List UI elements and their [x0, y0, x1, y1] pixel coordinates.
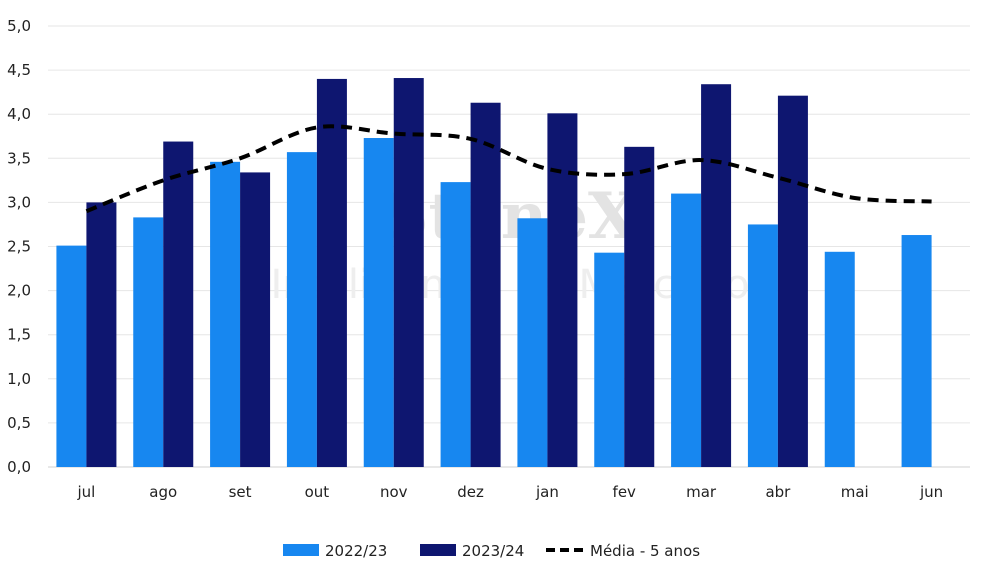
x-tick-label: jan	[535, 483, 559, 501]
bar-2022-23-fev	[594, 252, 625, 467]
watermark-tagline: Inteligência de Mercado	[270, 262, 749, 308]
x-tick-label: abr	[765, 483, 791, 501]
x-tick-label: dez	[457, 483, 484, 501]
x-tick-label: set	[229, 483, 252, 501]
bar-2023-24-jan	[547, 113, 578, 468]
bar-2022-23-jun	[901, 235, 932, 467]
y-axis: 0,0 0,5 1,0 1,5 2,0 2,5 3,0 3,5 4,0 4,5 5,0	[7, 17, 31, 476]
y-tick-label: 1,5	[7, 326, 31, 344]
bar-2022-23-mar	[671, 193, 702, 467]
bar-2022-23-mai	[824, 251, 855, 467]
x-tick-label: jul	[76, 483, 95, 501]
bar-2022-23-out	[286, 152, 317, 467]
bar-2023-24-mar	[701, 84, 732, 467]
x-tick-label: jun	[919, 483, 943, 501]
average-line	[85, 124, 932, 214]
y-tick-label: 1,0	[7, 370, 31, 388]
x-tick-label: mai	[841, 483, 869, 501]
y-tick-label: 0,5	[7, 414, 31, 432]
bar-2022-23-set	[210, 161, 241, 467]
y-tick-label: 4,5	[7, 61, 31, 79]
bar-2023-24-fev	[624, 146, 655, 468]
bar-2022-23-abr	[747, 224, 778, 467]
y-tick-label: 4,0	[7, 105, 31, 123]
bar-2023-24-abr	[777, 95, 808, 467]
y-tick-label: 2,5	[7, 238, 31, 256]
bar-2022-23-dez	[440, 182, 471, 467]
grid-lines	[48, 25, 970, 468]
legend-label: 2022/23	[325, 542, 387, 560]
bar-2023-24-dez	[470, 102, 501, 467]
legend-swatch	[283, 544, 319, 556]
legend-label: 2023/24	[462, 542, 524, 560]
legend: 2022/23 2023/24 Média - 5 anos	[283, 542, 700, 560]
series-line-media-5-anos	[85, 124, 932, 214]
y-tick-label: 3,0	[7, 193, 31, 211]
watermark-brand: StoneX	[382, 179, 638, 254]
bar-2023-24-out	[316, 78, 347, 468]
y-tick-label: 0,0	[7, 458, 31, 476]
bar-2023-24-nov	[393, 78, 424, 468]
bar-2023-24-jul	[86, 202, 117, 467]
y-tick-label: 3,5	[7, 149, 31, 167]
legend-label: Média - 5 anos	[590, 542, 700, 560]
bars	[56, 78, 932, 468]
x-tick-label: ago	[149, 483, 177, 501]
legend-swatch	[420, 544, 456, 556]
watermark: StoneX Inteligência de Mercado	[270, 179, 749, 308]
bar-2023-24-set	[240, 172, 271, 468]
y-tick-label: 5,0	[7, 17, 31, 35]
x-axis: jul ago set out nov dez jan fev mar abr mai jun	[76, 483, 943, 501]
x-tick-label: fev	[613, 483, 637, 501]
bar-2023-24-ago	[163, 141, 194, 468]
x-tick-label: nov	[380, 483, 408, 501]
x-tick-label: out	[305, 483, 330, 501]
bar-2022-23-ago	[133, 217, 164, 467]
bar-2022-23-jul	[56, 245, 87, 467]
bar-2022-23-jan	[517, 218, 548, 467]
y-tick-label: 2,0	[7, 282, 31, 300]
x-tick-label: mar	[686, 483, 717, 501]
bar-2022-23-nov	[363, 138, 394, 467]
